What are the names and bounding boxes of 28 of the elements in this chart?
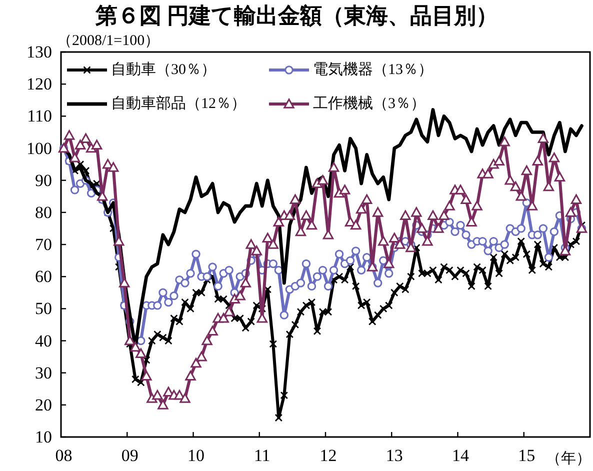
y-tick-label: 50 [35,299,52,318]
y-tick-label: 100 [26,138,52,158]
x-tick-label: 13 [386,446,403,465]
x-axis-title: （年） [546,450,591,467]
x-tick-label: 09 [121,446,138,465]
y-tick-label: 40 [35,331,52,350]
x-tick-label: 14 [452,446,470,465]
chart-title: 第６図 円建て輸出金額（東海、品目別） [94,3,498,28]
y-tick-label: 120 [26,74,52,94]
y-tick-label: 80 [35,202,52,222]
y-tick-label: 90 [35,170,52,190]
y-tick-label: 60 [35,267,52,286]
y-tick-label: 10 [35,428,52,446]
x-tick-label: 12 [320,446,337,465]
legend-label: 自動車（30％） [111,61,216,78]
x-tick-label: 10 [188,446,205,465]
y-tick-label: 30 [35,363,52,382]
y-tick-label: 20 [35,395,52,414]
y-tick-label: 110 [27,106,52,126]
legend-label: 自動車部品（12％） [111,95,246,112]
y-tick-label: 130 [26,42,52,62]
y-axis-title: （2008/1=100） [57,33,160,49]
legend-label: 電気機器（13％） [313,61,433,78]
legend-label: 工作機械（3％） [313,95,426,112]
y-tick-label: 70 [35,235,52,254]
x-tick-label: 15 [518,446,536,465]
x-tick-label: 11 [254,446,270,465]
x-tick-label: 08 [55,446,72,465]
